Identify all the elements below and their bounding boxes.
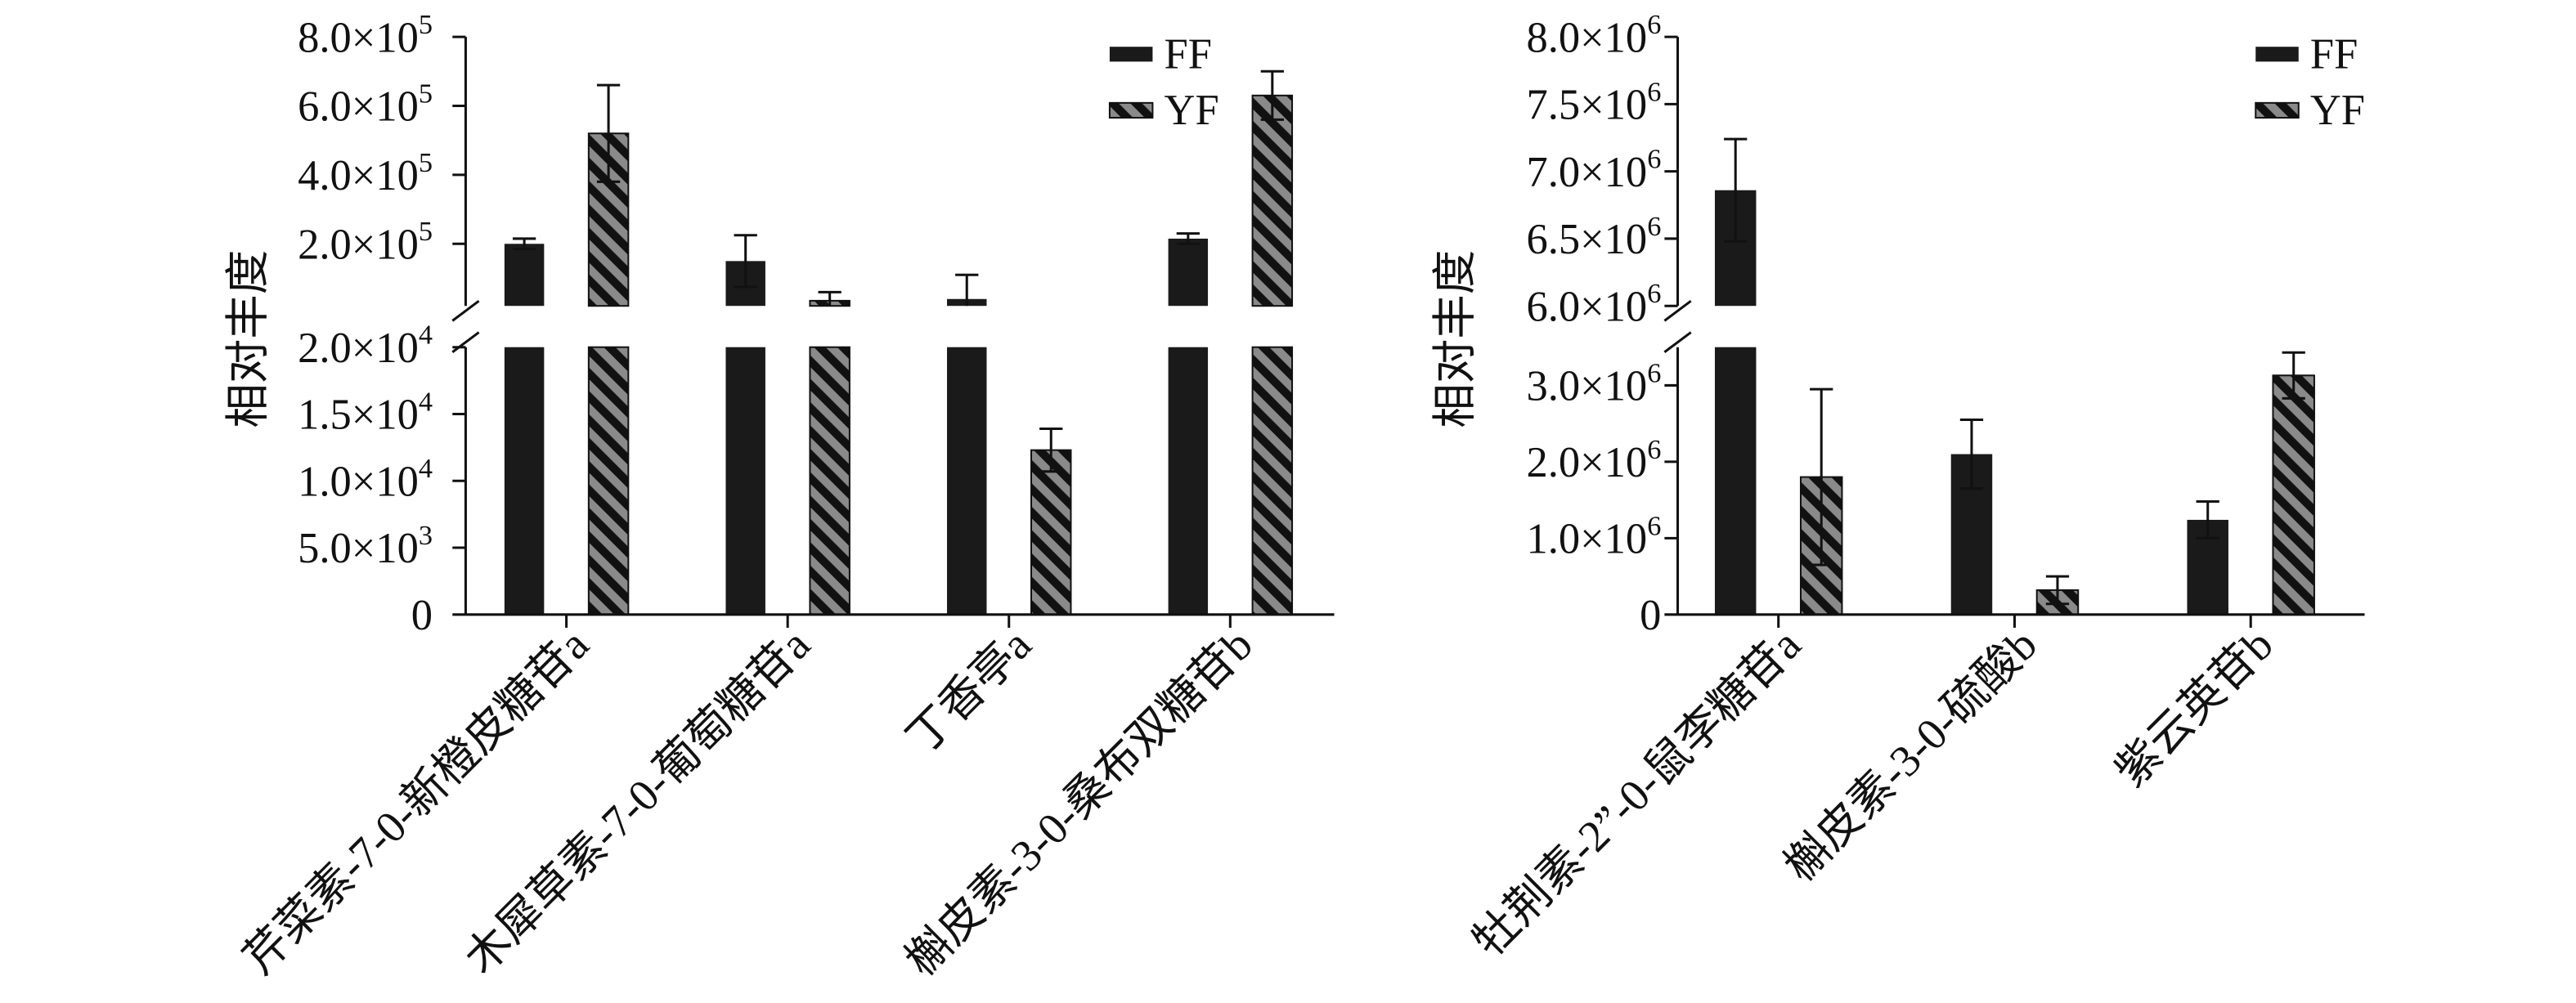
y-tick-label: 1.5×104 bbox=[298, 386, 433, 438]
y-tick-mantissa: 4.0×10 bbox=[298, 152, 419, 199]
y-tick-exponent: 4 bbox=[419, 320, 433, 351]
y-tick-mantissa: 6.5×10 bbox=[1526, 216, 1647, 263]
y-tick-mantissa: 6.0×10 bbox=[298, 83, 419, 131]
y-tick-exponent: 5 bbox=[419, 147, 433, 178]
y-tick-label: 0 bbox=[1640, 592, 1661, 639]
bar-yf-lower bbox=[2272, 374, 2315, 616]
y-tick-mantissa: 6.0×10 bbox=[1526, 283, 1647, 330]
y-tick-exponent: 6 bbox=[1647, 76, 1661, 107]
y-tick-label: 1.0×106 bbox=[1526, 510, 1661, 562]
y-tick-label: 2.0×104 bbox=[298, 320, 433, 372]
y-tick-label: 7.5×106 bbox=[1526, 76, 1661, 128]
y-tick-exponent: 5 bbox=[419, 78, 433, 109]
bar-yf-lower bbox=[809, 346, 850, 616]
bar-ff-lower bbox=[725, 347, 765, 615]
y-tick-mantissa: 0 bbox=[1640, 592, 1661, 639]
y-tick-exponent: 6 bbox=[1647, 211, 1661, 242]
bar-ff-upper bbox=[504, 244, 545, 307]
bar-ff-lower bbox=[1168, 347, 1209, 615]
axis-break-mark bbox=[1663, 331, 1692, 353]
y-tick-label: 1.0×104 bbox=[298, 453, 433, 505]
legend-swatch-ff bbox=[1109, 47, 1153, 62]
y-tick-exponent: 6 bbox=[1647, 9, 1661, 40]
y-tick-label: 6.0×105 bbox=[298, 78, 433, 130]
legend-label-ff: FF bbox=[2310, 30, 2358, 78]
bar-ff-lower bbox=[947, 347, 987, 615]
y-tick-exponent: 4 bbox=[419, 386, 433, 417]
legend-label-yf: YF bbox=[1165, 87, 1219, 134]
y-tick-mantissa: 8.0×10 bbox=[1526, 14, 1647, 61]
category-label: 槲皮素-3-0-硫酸b bbox=[1775, 620, 2046, 891]
y-tick-mantissa: 0 bbox=[411, 592, 433, 639]
y-tick-mantissa: 7.5×10 bbox=[1526, 82, 1647, 129]
y-tick-exponent: 6 bbox=[1647, 357, 1661, 388]
legend-swatch-yf bbox=[2255, 101, 2300, 119]
bar-yf-lower bbox=[587, 346, 630, 616]
y-tick-mantissa: 3.0×10 bbox=[1526, 363, 1647, 410]
y-tick-mantissa: 1.0×10 bbox=[298, 458, 419, 505]
bar-ff-lower bbox=[1714, 347, 1757, 615]
y-tick-label: 2.0×105 bbox=[298, 216, 433, 268]
y-tick-mantissa: 1.5×10 bbox=[298, 392, 419, 439]
axis-break-mark bbox=[1663, 299, 1692, 322]
category-label: 紫云英苷b bbox=[2105, 620, 2282, 797]
category-label: 丁香亭a bbox=[897, 620, 1041, 763]
y-tick-mantissa: 1.0×10 bbox=[1526, 516, 1647, 563]
legend-label-ff: FF bbox=[1165, 30, 1212, 78]
y-tick-exponent: 6 bbox=[1647, 144, 1661, 175]
y-tick-label: 8.0×105 bbox=[298, 9, 433, 61]
y-tick-label: 5.0×103 bbox=[298, 520, 433, 572]
y-axis-title: 相对丰度 bbox=[1430, 250, 1480, 428]
bar-ff-lower bbox=[504, 347, 545, 615]
category-label: 牡荆素-2”-0-鼠李糖苷a bbox=[1463, 620, 1810, 966]
y-tick-exponent: 3 bbox=[419, 520, 433, 551]
y-tick-exponent: 4 bbox=[419, 453, 433, 484]
y-axis-title: 相对丰度 bbox=[222, 250, 272, 428]
legend-swatch-yf bbox=[1108, 101, 1154, 119]
axis-break-mark bbox=[451, 331, 480, 353]
bar-ff-upper bbox=[1168, 238, 1209, 307]
y-tick-exponent: 5 bbox=[419, 9, 433, 40]
y-tick-label: 0 bbox=[411, 592, 433, 639]
y-tick-label: 4.0×105 bbox=[298, 147, 433, 199]
y-tick-mantissa: 5.0×10 bbox=[298, 525, 419, 572]
y-tick-label: 3.0×106 bbox=[1526, 357, 1661, 410]
y-tick-mantissa: 8.0×10 bbox=[298, 14, 419, 61]
legend-swatch-ff bbox=[2255, 47, 2299, 62]
y-tick-label: 8.0×106 bbox=[1526, 9, 1661, 61]
bar-yf-lower bbox=[1251, 346, 1294, 616]
y-tick-label: 6.0×106 bbox=[1526, 278, 1661, 330]
bar-yf-lower bbox=[1030, 449, 1072, 616]
y-tick-exponent: 6 bbox=[1647, 510, 1661, 541]
legend-label-yf: YF bbox=[2310, 87, 2365, 134]
bar-yf-upper bbox=[1251, 94, 1294, 307]
y-tick-mantissa: 2.0×10 bbox=[298, 221, 419, 268]
y-tick-label: 2.0×106 bbox=[1526, 434, 1661, 486]
y-tick-mantissa: 2.0×10 bbox=[1526, 439, 1647, 486]
y-tick-label: 6.5×106 bbox=[1526, 211, 1661, 263]
y-tick-exponent: 6 bbox=[1647, 434, 1661, 465]
axis-break-mark bbox=[451, 299, 480, 322]
y-tick-mantissa: 7.0×10 bbox=[1526, 149, 1647, 196]
y-tick-mantissa: 2.0×10 bbox=[298, 325, 419, 372]
y-tick-exponent: 6 bbox=[1647, 278, 1661, 309]
y-tick-label: 7.0×106 bbox=[1526, 144, 1661, 196]
y-tick-exponent: 5 bbox=[419, 216, 433, 247]
